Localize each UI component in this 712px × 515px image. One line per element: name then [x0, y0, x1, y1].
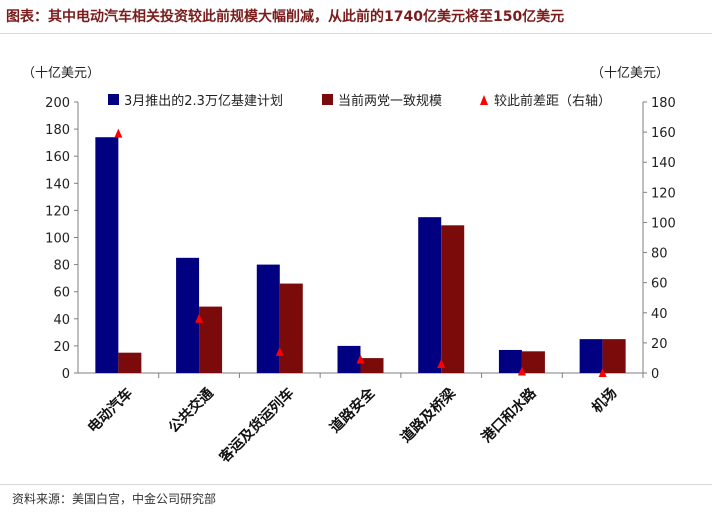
bar-current-scale [199, 306, 223, 373]
axes: 0 20 40 60 80 100 120 140 160 180 200 0 20 40 60 80 100 1… [45, 96, 676, 382]
legend-label-current: 当前两党一致规模 [338, 93, 442, 109]
gap-marker [437, 358, 446, 368]
bar-current-scale [118, 352, 142, 373]
left-tick-label: 0 [62, 367, 70, 382]
left-tick-label: 60 [53, 286, 70, 301]
bar-march-plan [498, 349, 522, 373]
category-label: 道路及桥梁 [397, 384, 459, 446]
legend-label-gap: 较此前差距（右轴） [494, 93, 611, 109]
bar-march-plan [256, 264, 280, 373]
right-tick-label: 20 [651, 337, 668, 352]
right-tick-label: 60 [651, 277, 668, 292]
bar-march-plan [176, 257, 200, 373]
right-tick-label: 180 [651, 96, 676, 111]
legend: 3月推出的2.3万亿基建计划 当前两党一致规模 较此前差距（右轴） [108, 93, 611, 109]
category-label: 电动汽车 [84, 385, 136, 437]
gap-marker [114, 128, 123, 138]
right-tick-label: 0 [651, 367, 659, 382]
gap-markers [114, 128, 607, 377]
category-label: 客运及货运列车 [215, 385, 297, 467]
category-label: 机场 [588, 385, 620, 417]
gap-marker [598, 368, 607, 377]
bar-current-scale [279, 283, 303, 373]
footer-divider [0, 484, 712, 485]
bar-march-plan [579, 339, 603, 373]
bar-march-plan [337, 345, 361, 373]
left-tick-label: 80 [53, 259, 70, 274]
gap-marker [195, 313, 204, 323]
left-tick-label: 160 [45, 150, 70, 165]
legend-marker-gap [480, 95, 488, 105]
right-tick-label: 40 [651, 307, 668, 322]
source-note: 资料来源：美国白宫，中金公司研究部 [12, 492, 217, 506]
category-label: 道路安全 [326, 384, 378, 436]
category-label: 港口和水路 [478, 384, 540, 446]
right-tick-label: 120 [651, 186, 676, 201]
chart: （十亿美元） （十亿美元） 3月推出的2.3万亿基建计划 当前两党一致规模 较此… [22, 66, 676, 467]
left-axis-unit: （十亿美元） [22, 66, 100, 81]
gap-marker [517, 366, 526, 376]
right-axis-unit: （十亿美元） [591, 66, 669, 81]
bars [95, 137, 626, 373]
bar-march-plan [95, 137, 119, 373]
gap-marker [275, 346, 284, 356]
bar-current-scale [360, 358, 384, 373]
bar-current-scale [441, 225, 465, 373]
page-title: 图表：其中电动汽车相关投资较此前规模大幅削减，从此前的1740亿美元将至150亿… [6, 9, 565, 25]
left-tick-label: 120 [45, 204, 70, 219]
category-labels: 电动汽车 公共交通 客运及货运列车 道路安全 道路及桥梁 港口和水路 机场 [84, 384, 620, 467]
legend-swatch-current [322, 94, 333, 105]
bar-current-scale [602, 339, 626, 373]
title-divider [0, 33, 712, 34]
left-tick-label: 20 [53, 340, 70, 355]
legend-label-march: 3月推出的2.3万亿基建计划 [124, 93, 283, 109]
left-tick-label: 40 [53, 313, 70, 328]
category-label: 公共交通 [165, 385, 217, 437]
left-tick-label: 180 [45, 123, 70, 138]
bar-march-plan [418, 217, 442, 373]
legend-swatch-march [108, 94, 119, 105]
right-tick-label: 160 [651, 126, 676, 141]
right-tick-label: 80 [651, 247, 668, 262]
left-tick-label: 140 [45, 177, 70, 192]
right-tick-label: 140 [651, 156, 676, 171]
left-tick-label: 100 [45, 232, 70, 247]
right-tick-label: 100 [651, 216, 676, 231]
left-tick-label: 200 [45, 96, 70, 111]
bar-current-scale [521, 351, 545, 373]
gap-marker [356, 354, 365, 364]
